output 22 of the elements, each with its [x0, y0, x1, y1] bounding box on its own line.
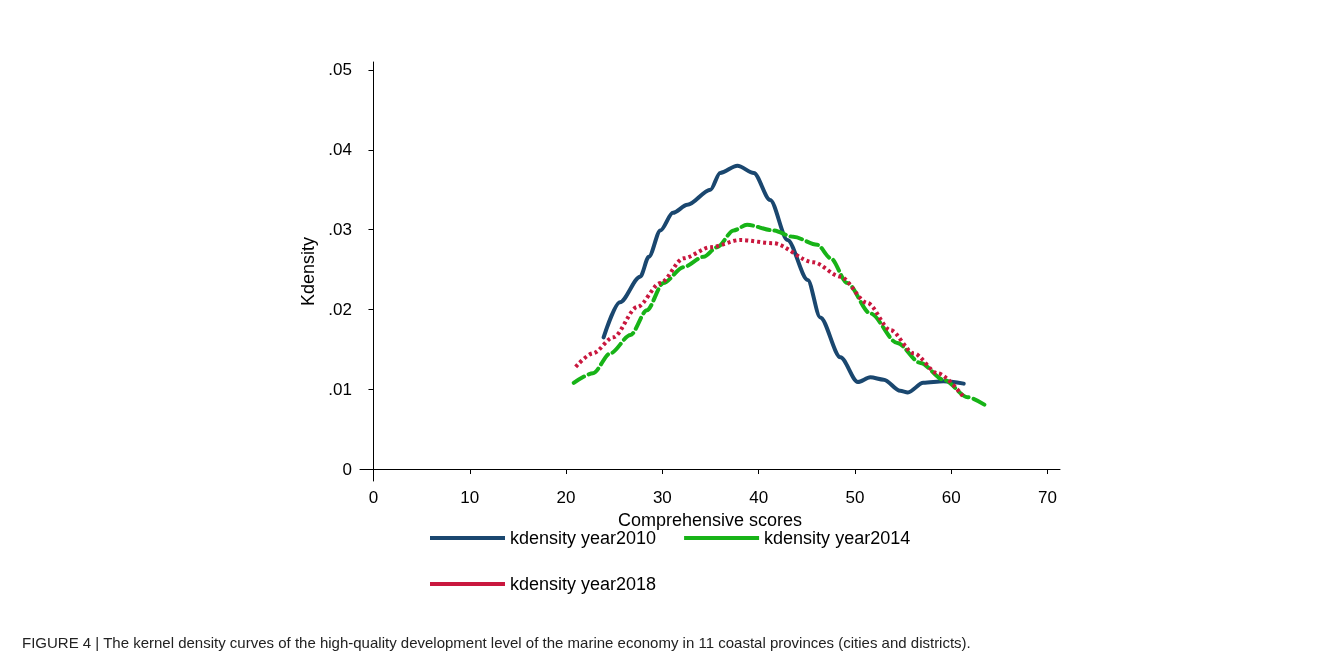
y-tick-label: .04	[328, 140, 352, 160]
y-tick-label: .03	[328, 220, 352, 240]
x-tick-label: 10	[460, 488, 480, 507]
x-tick-label: 0	[368, 488, 379, 507]
y-axis-title: Kdensity	[298, 236, 319, 307]
x-tick-label: 20	[556, 488, 576, 507]
line-series	[601, 163, 966, 395]
caption: FIGURE 4 | The kernel density curves of the high-quality development level of the marine economy in 11 coastal provinces (cities and districts).	[22, 634, 971, 651]
x-tick-label: 70	[1038, 488, 1057, 507]
y-tick-label: 0	[342, 459, 352, 479]
legend-label: kdensity year2014	[764, 528, 911, 548]
y-tick-label: .01	[328, 379, 352, 399]
y-tick-label: .05	[328, 60, 352, 80]
x-tick-label: 60	[941, 488, 961, 507]
legend-label: kdensity year2018	[510, 574, 657, 594]
x-tick-label: 30	[652, 488, 672, 507]
x-axis-title: Comprehensive scores	[617, 509, 803, 530]
x-tick-label: 50	[845, 488, 865, 507]
line-series	[573, 237, 966, 400]
x-tick-label: 40	[749, 488, 769, 507]
y-tick-label: .02	[328, 299, 352, 319]
legend-label: kdensity year2010	[510, 528, 657, 548]
